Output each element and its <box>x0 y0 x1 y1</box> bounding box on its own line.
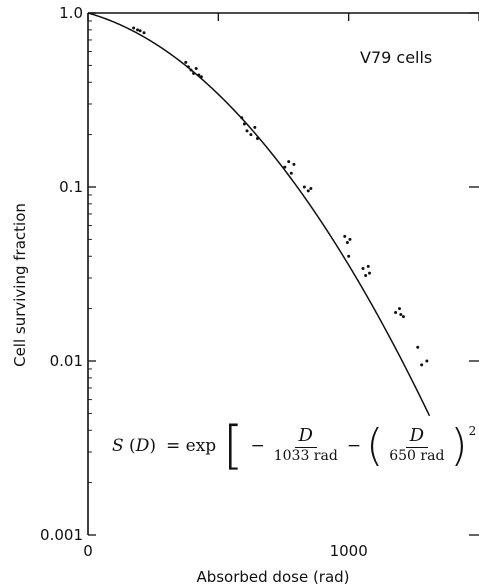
data-point <box>132 26 136 30</box>
data-point <box>255 137 259 140</box>
y-tick-label: 0.001 <box>40 526 83 544</box>
data-point <box>394 311 398 314</box>
data-point <box>348 237 352 241</box>
data-point <box>249 133 253 137</box>
data-point <box>253 125 257 129</box>
data-point <box>361 267 365 271</box>
data-point <box>347 254 351 258</box>
x-tick-label: 1000 <box>330 542 368 560</box>
data-point <box>242 122 246 126</box>
axes <box>87 12 479 535</box>
data-point <box>199 75 203 79</box>
data-point <box>420 363 424 367</box>
data-point <box>416 345 420 349</box>
data-point <box>364 274 368 277</box>
formula-minus-2: − <box>346 436 362 456</box>
data-point <box>302 185 306 189</box>
data-point <box>189 68 193 72</box>
fit-curve <box>87 12 431 417</box>
formula-fraction-1-denominator: 1033 rad <box>273 448 338 465</box>
data-point <box>287 160 291 164</box>
data-point <box>309 187 313 191</box>
data-point <box>343 234 347 238</box>
formula-exponent: 2 <box>468 424 477 438</box>
data-point <box>240 116 244 120</box>
data-point <box>398 307 401 311</box>
data-point <box>138 29 142 33</box>
x-axis-label: Absorbed dose (rad) <box>196 568 349 586</box>
data-point <box>186 65 190 69</box>
data-point <box>142 31 146 35</box>
data-point <box>192 71 196 75</box>
formula-equals-exp: = exp <box>165 436 217 456</box>
formula-right-paren: ) <box>450 420 468 471</box>
data-point <box>292 162 296 166</box>
data-point <box>425 359 429 363</box>
ticks: 0.001 0.01 0.1 1.0 0 1000 <box>40 4 479 560</box>
data-point <box>194 66 198 70</box>
y-tick-label: 0.1 <box>59 178 83 196</box>
formula-lhs: S (D) <box>112 436 156 456</box>
formula-fraction-1-numerator: D <box>294 426 317 449</box>
formula-minus-1: − <box>250 436 265 456</box>
data-point <box>368 271 372 275</box>
survival-formula: S (D) = exp [ − D 1033 rad − ( D 650 rad… <box>112 410 479 482</box>
formula-fraction-2: D 650 rad <box>387 426 446 465</box>
x-tick-label: 0 <box>83 542 93 560</box>
data-points <box>132 26 429 367</box>
formula-fraction-2-numerator: D <box>405 426 429 449</box>
data-point <box>197 73 201 77</box>
data-point <box>283 165 287 169</box>
formula-fraction-1: D 1033 rad <box>272 426 340 465</box>
data-point <box>366 264 370 268</box>
data-point <box>245 129 249 133</box>
data-point <box>289 171 293 175</box>
y-tick-label: 1.0 <box>59 4 83 22</box>
formula-left-bracket: [ <box>223 416 244 476</box>
data-point <box>184 60 188 64</box>
formula-fraction-2-denominator: 650 rad <box>389 448 445 465</box>
data-point <box>401 315 405 319</box>
data-point <box>345 240 349 244</box>
y-axis-label: Cell surviving fraction <box>11 203 29 367</box>
formula-lhs-arg: D <box>135 436 150 456</box>
data-point <box>306 189 310 193</box>
fit-curve-group <box>87 12 431 417</box>
data-point <box>136 28 140 32</box>
y-tick-label: 0.01 <box>50 352 83 370</box>
cell-line-annotation: V79 cells <box>360 48 432 67</box>
formula-lhs-symbol: S <box>112 436 124 456</box>
data-point <box>399 313 403 317</box>
formula-left-paren: ( <box>366 420 384 471</box>
